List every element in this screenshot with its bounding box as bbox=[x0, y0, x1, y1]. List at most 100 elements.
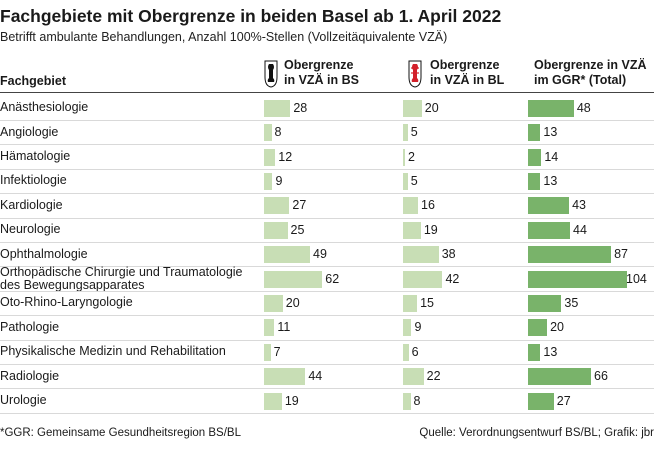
column-header-bl-line1: Obergrenze bbox=[430, 58, 500, 72]
category-label: Angiologie bbox=[0, 124, 59, 139]
value-label-ggr: 35 bbox=[564, 295, 579, 310]
bar-bs bbox=[264, 246, 311, 264]
source-note: Quelle: Verordnungsentwurf BS/BL; Grafik… bbox=[419, 427, 654, 439]
value-label-bl: 19 bbox=[423, 222, 438, 237]
chart-title: Fachgebiete mit Obergrenze in beiden Bas… bbox=[0, 6, 502, 26]
category-label: Orthopädische Chirurgie und Traumatologi… bbox=[0, 265, 243, 292]
row-divider bbox=[0, 363, 654, 365]
category-label: Infektiologie bbox=[0, 173, 67, 188]
basel-stadt-crest-icon bbox=[264, 60, 278, 88]
row-divider bbox=[0, 217, 654, 219]
value-label-bl: 5 bbox=[410, 125, 418, 140]
bar-ggr bbox=[528, 172, 541, 190]
value-label-bs: 62 bbox=[325, 271, 340, 286]
value-label-ggr: 43 bbox=[572, 198, 586, 213]
category-label: Kardiologie bbox=[0, 197, 63, 212]
value-label-bl: 6 bbox=[411, 344, 419, 359]
category-label: Pathologie bbox=[0, 319, 60, 334]
value-label-ggr: 48 bbox=[576, 100, 591, 115]
value-label-bs: 20 bbox=[285, 295, 300, 310]
bar-ggr bbox=[528, 124, 541, 142]
bar-bs bbox=[264, 294, 283, 312]
category-label: Urologie bbox=[0, 393, 47, 407]
value-label-bl: 22 bbox=[426, 369, 441, 384]
value-label-bs: 44 bbox=[308, 369, 323, 384]
value-label-ggr: 14 bbox=[544, 149, 559, 164]
bar-bs bbox=[264, 343, 271, 361]
bar-bl bbox=[403, 197, 419, 215]
header-divider bbox=[0, 92, 654, 93]
bar-bs bbox=[264, 172, 273, 190]
bar-bl bbox=[403, 270, 443, 288]
category-label: Anästhesiologie bbox=[0, 100, 89, 115]
value-label-bs: 19 bbox=[284, 393, 299, 408]
bar-bl bbox=[403, 294, 418, 312]
row-divider bbox=[0, 193, 654, 195]
bar-bs bbox=[264, 368, 306, 386]
category-label: Ophthalmologie bbox=[0, 246, 88, 261]
category-label: Neurologie bbox=[0, 222, 61, 237]
column-header-bs: Obergrenze in VZÄ in BS bbox=[284, 58, 359, 88]
value-label-bs: 25 bbox=[290, 222, 305, 237]
bar-ggr bbox=[528, 319, 548, 337]
row-divider bbox=[0, 388, 654, 390]
bar-bs bbox=[264, 270, 323, 288]
bar-bl bbox=[403, 343, 409, 361]
bar-ggr bbox=[528, 392, 554, 410]
bar-ggr bbox=[528, 294, 562, 312]
category-label: Radiologie bbox=[0, 368, 60, 383]
value-label-bs: 12 bbox=[278, 149, 293, 164]
value-label-bl: 38 bbox=[441, 247, 456, 262]
value-label-bs: 9 bbox=[275, 173, 283, 188]
column-header-ggr-line2: im GGR* (Total) bbox=[534, 73, 627, 87]
row-divider bbox=[0, 339, 654, 341]
value-label-ggr: 44 bbox=[573, 222, 587, 237]
row-divider bbox=[0, 241, 654, 243]
column-header-bs-line2: in VZÄ in BS bbox=[284, 73, 359, 87]
bar-bl bbox=[403, 392, 411, 410]
row-divider bbox=[0, 144, 654, 146]
bar-ggr bbox=[528, 270, 628, 288]
bar-ggr bbox=[528, 221, 571, 239]
row-divider bbox=[0, 290, 654, 292]
column-header-bs-line1: Obergrenze bbox=[284, 58, 354, 72]
value-label-bl: 5 bbox=[410, 173, 418, 188]
column-header-ggr-line1: Obergrenze in VZÄ bbox=[534, 58, 647, 72]
value-label-ggr: 13 bbox=[543, 344, 558, 359]
value-label-ggr: 66 bbox=[594, 369, 608, 384]
value-label-bs: 7 bbox=[273, 344, 281, 359]
bar-bl bbox=[403, 319, 412, 337]
value-label-bs: 27 bbox=[292, 198, 307, 213]
value-label-ggr: 13 bbox=[543, 173, 558, 188]
bar-bl bbox=[403, 221, 421, 239]
value-label-bs: 28 bbox=[293, 100, 308, 115]
bar-bs bbox=[264, 392, 282, 410]
value-label-bl: 15 bbox=[420, 295, 434, 310]
row-divider bbox=[0, 315, 654, 317]
column-header-ggr: Obergrenze in VZÄ im GGR* (Total) bbox=[534, 58, 647, 88]
value-label-ggr: 104 bbox=[626, 271, 647, 286]
value-label-bs: 11 bbox=[277, 320, 291, 335]
column-header-bl: Obergrenze in VZÄ in BL bbox=[430, 58, 504, 88]
bar-bs bbox=[264, 319, 275, 337]
category-label: Hämatologie bbox=[0, 149, 71, 163]
row-divider bbox=[0, 119, 654, 121]
bar-bl bbox=[403, 246, 439, 264]
bar-ggr bbox=[528, 99, 574, 117]
category-label: Physikalische Medizin und Rehabilitation bbox=[0, 344, 226, 359]
category-label: Oto-Rhino-Laryngologie bbox=[0, 295, 133, 310]
bar-bs bbox=[264, 124, 272, 142]
value-label-bl: 42 bbox=[445, 271, 460, 286]
bar-ggr bbox=[528, 148, 542, 166]
value-label-ggr: 13 bbox=[543, 125, 558, 140]
value-label-ggr: 87 bbox=[614, 247, 628, 262]
value-label-ggr: 20 bbox=[550, 320, 564, 335]
bar-ggr bbox=[528, 343, 541, 361]
row-divider bbox=[0, 168, 654, 170]
bar-bl bbox=[403, 99, 422, 117]
bar-bs bbox=[264, 148, 276, 166]
column-header-bl-line2: in VZÄ in BL bbox=[430, 73, 505, 87]
bar-ggr bbox=[528, 368, 592, 386]
bar-ggr bbox=[528, 197, 570, 215]
bar-bs bbox=[264, 197, 290, 215]
